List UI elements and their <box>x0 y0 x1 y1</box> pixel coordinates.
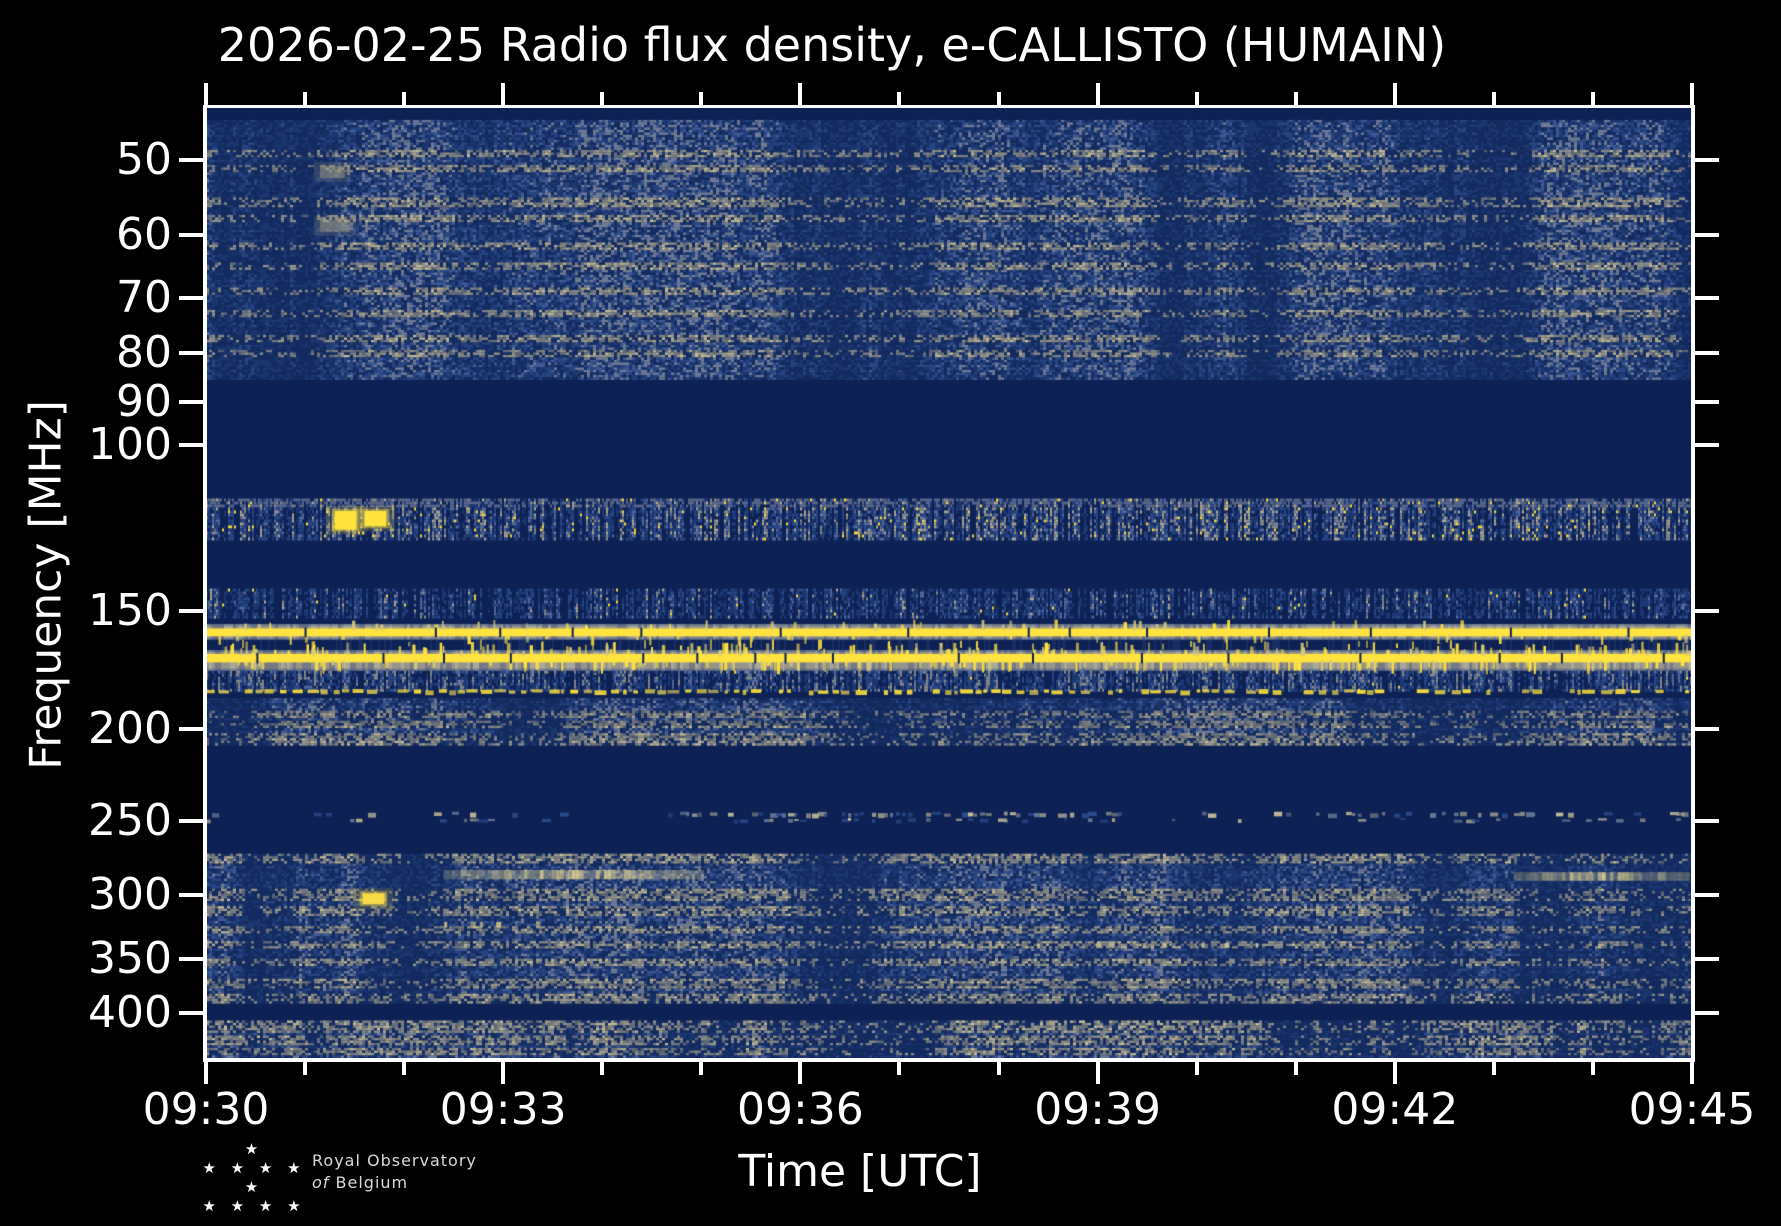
x-axis-minor-tick <box>402 1062 407 1075</box>
y-axis-label: Frequency [MHz] <box>20 400 72 770</box>
y-axis-major-tick <box>179 609 203 614</box>
y-axis-major-tick-right <box>1695 893 1719 898</box>
y-tick-label: 200 <box>88 703 172 755</box>
chart-title: 2026-02-25 Radio flux density, e-CALLIST… <box>217 18 1447 72</box>
x-axis-major-tick-top <box>501 83 506 105</box>
rob-logo-line1: Royal Observatory <box>312 1151 477 1170</box>
axis-spine-bottom <box>203 1058 1695 1062</box>
y-axis-major-tick-right <box>1695 609 1719 614</box>
x-tick-label: 09:45 <box>1628 1084 1756 1135</box>
y-tick-label: 300 <box>88 869 172 921</box>
y-tick-label: 250 <box>88 794 172 846</box>
x-tick-label: 09:36 <box>736 1084 864 1135</box>
x-axis-label: Time [UTC] <box>738 1146 982 1197</box>
x-axis-minor-tick-top <box>402 92 407 105</box>
x-axis-major-tick <box>1095 1062 1100 1084</box>
x-tick-label: 09:39 <box>1034 1084 1161 1135</box>
y-axis-major-tick-right <box>1695 399 1719 404</box>
rob-stars-icon: ★ ★ ★ ★ ★ ★ ★ ★ ★ ★ <box>202 1140 306 1215</box>
x-axis-minor-tick-top <box>1194 92 1199 105</box>
x-tick-label: 09:42 <box>1331 1084 1459 1135</box>
axis-spine-top <box>203 105 1695 108</box>
x-axis-minor-tick-top <box>699 92 704 105</box>
y-tick-label: 100 <box>88 418 172 470</box>
y-axis-major-tick <box>179 351 203 356</box>
x-axis-minor-tick <box>996 1062 1001 1075</box>
y-tick-label: 80 <box>116 327 172 379</box>
rob-logo-line2: of Belgium <box>312 1173 409 1192</box>
y-axis-major-tick <box>179 296 203 301</box>
x-axis-major-tick-top <box>204 83 208 105</box>
x-axis-minor-tick <box>1293 1062 1298 1075</box>
rob-logo-text: Royal Observatory of Belgium <box>312 1150 477 1194</box>
y-axis-major-tick-right <box>1695 296 1719 301</box>
x-axis-minor-tick <box>897 1062 902 1075</box>
x-axis-major-tick-top <box>1095 83 1100 105</box>
y-axis-major-tick <box>179 233 203 238</box>
x-axis-minor-tick <box>1194 1062 1199 1075</box>
x-axis-major-tick-top <box>798 83 803 105</box>
y-axis-major-tick <box>179 727 203 732</box>
spectrogram-canvas <box>206 108 1692 1058</box>
y-axis-major-tick <box>179 1011 203 1016</box>
y-axis-major-tick-right <box>1695 233 1719 238</box>
x-axis-minor-tick <box>1491 1062 1496 1075</box>
x-axis-minor-tick-top <box>600 92 605 105</box>
x-axis-minor-tick-top <box>1491 92 1496 105</box>
x-axis-major-tick <box>798 1062 803 1084</box>
y-tick-label: 60 <box>116 209 172 261</box>
x-axis-major-tick-top <box>1690 83 1694 105</box>
y-axis-major-tick-right <box>1695 158 1719 163</box>
x-axis-minor-tick-top <box>303 92 308 105</box>
y-tick-label: 150 <box>88 585 172 637</box>
x-axis-major-tick <box>501 1062 506 1084</box>
x-axis-major-tick <box>1690 1062 1694 1084</box>
y-axis-major-tick-right <box>1695 1011 1719 1016</box>
y-tick-label: 400 <box>88 987 172 1039</box>
y-tick-label: 90 <box>116 375 172 427</box>
x-axis-minor-tick-top <box>1590 92 1595 105</box>
x-axis-major-tick <box>204 1062 208 1084</box>
y-axis-major-tick-right <box>1695 818 1719 823</box>
y-axis-major-tick <box>179 158 203 163</box>
x-axis-major-tick-top <box>1392 83 1397 105</box>
y-axis-major-tick <box>179 893 203 898</box>
y-tick-label: 70 <box>116 272 172 324</box>
x-tick-label: 09:33 <box>439 1084 567 1135</box>
x-axis-minor-tick <box>699 1062 704 1075</box>
y-axis-major-tick-right <box>1695 727 1719 732</box>
axis-spine-left <box>203 105 207 1062</box>
y-axis-major-tick <box>179 442 203 447</box>
x-axis-minor-tick <box>600 1062 605 1075</box>
x-axis-major-tick <box>1392 1062 1397 1084</box>
y-axis-major-tick <box>179 956 203 961</box>
y-axis-major-tick-right <box>1695 351 1719 356</box>
x-axis-minor-tick <box>1590 1062 1595 1075</box>
x-tick-label: 09:30 <box>142 1084 270 1135</box>
x-axis-minor-tick-top <box>1293 92 1298 105</box>
x-axis-minor-tick-top <box>996 92 1001 105</box>
y-tick-label: 350 <box>88 932 172 984</box>
y-axis-major-tick <box>179 818 203 823</box>
y-tick-label: 50 <box>116 134 172 186</box>
y-axis-major-tick <box>179 399 203 404</box>
x-axis-minor-tick <box>303 1062 308 1075</box>
y-axis-major-tick-right <box>1695 442 1719 447</box>
axis-spine-right <box>1691 105 1695 1062</box>
y-axis-major-tick-right <box>1695 956 1719 961</box>
x-axis-minor-tick-top <box>897 92 902 105</box>
